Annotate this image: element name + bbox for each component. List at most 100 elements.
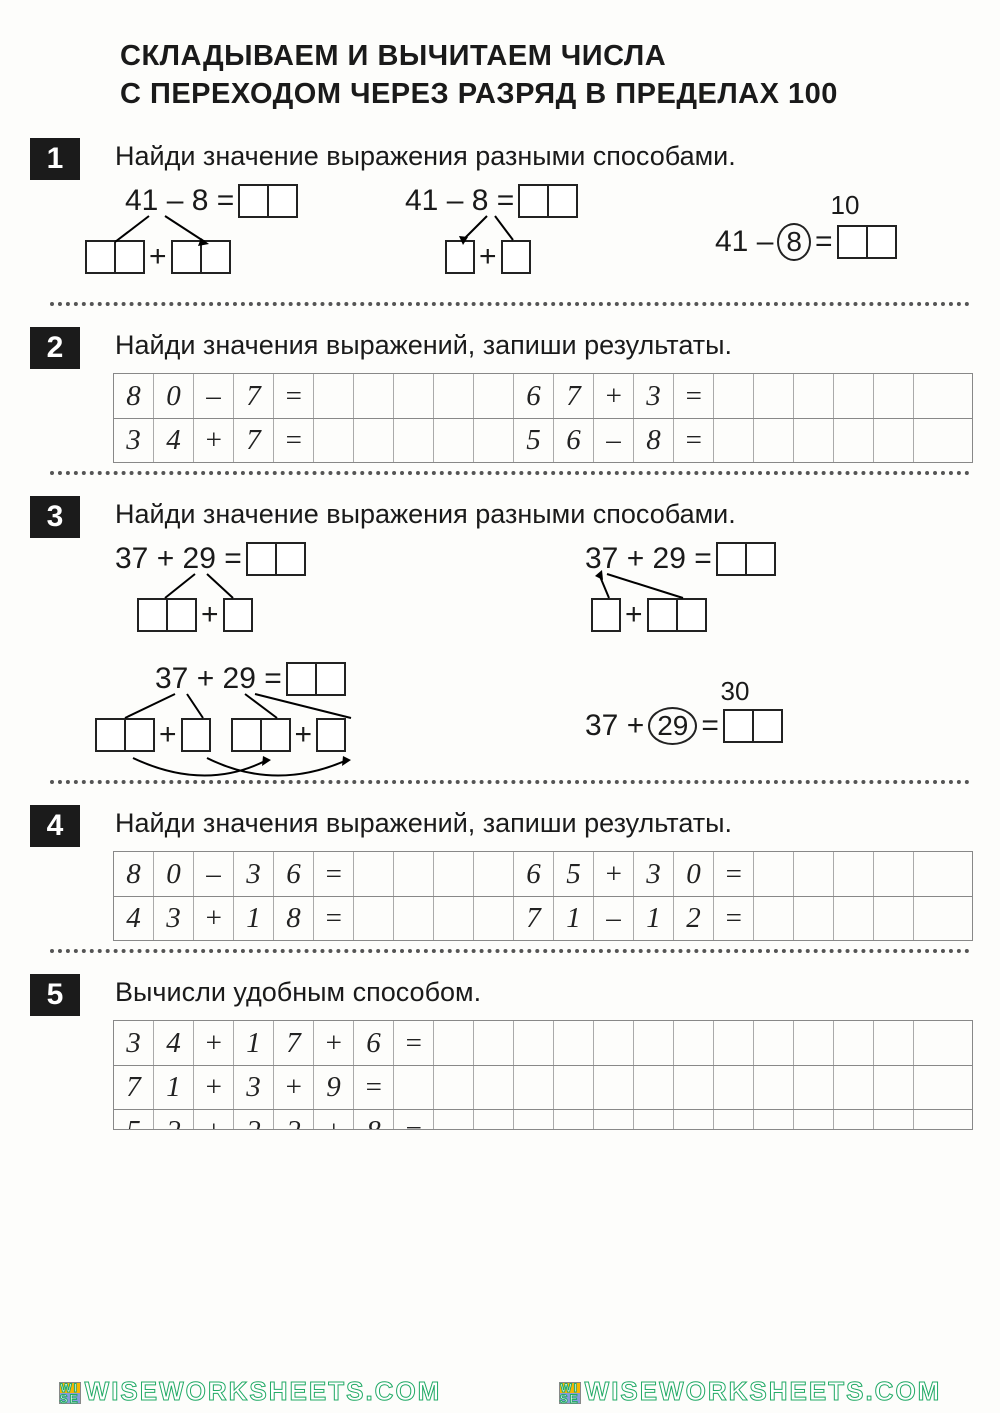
split-box[interactable] <box>95 718 155 752</box>
grid-cell[interactable] <box>714 1066 754 1109</box>
grid-cell[interactable]: 3 <box>234 852 274 896</box>
grid-cell[interactable]: 6 <box>514 374 554 418</box>
grid-cell[interactable] <box>914 852 954 896</box>
grid-cell[interactable] <box>794 852 834 896</box>
answer-box[interactable] <box>246 542 306 576</box>
grid-cell[interactable]: 3 <box>234 1066 274 1109</box>
grid-cell[interactable]: 5 <box>114 1110 154 1130</box>
grid-cell[interactable] <box>434 419 474 462</box>
grid-cell[interactable]: 0 <box>674 852 714 896</box>
grid-cell[interactable] <box>834 897 874 940</box>
grid-cell[interactable] <box>314 374 354 418</box>
grid-cell[interactable]: 7 <box>554 374 594 418</box>
grid-cell[interactable]: 1 <box>554 897 594 940</box>
grid-cell[interactable]: 3 <box>154 897 194 940</box>
grid-cell[interactable] <box>714 1110 754 1130</box>
grid-cell[interactable] <box>434 897 474 940</box>
grid-cell[interactable]: 8 <box>274 897 314 940</box>
grid-cell[interactable] <box>794 1021 834 1065</box>
grid-cell[interactable] <box>394 852 434 896</box>
grid-cell[interactable] <box>554 1021 594 1065</box>
grid-cell[interactable] <box>594 1066 634 1109</box>
grid-cell[interactable] <box>914 374 954 418</box>
grid-cell[interactable]: + <box>274 1066 314 1109</box>
grid-cell[interactable]: 0 <box>154 374 194 418</box>
grid-cell[interactable] <box>314 419 354 462</box>
grid-cell[interactable]: 8 <box>634 419 674 462</box>
split-box[interactable] <box>85 240 145 274</box>
grid-cell[interactable] <box>634 1110 674 1130</box>
split-box[interactable] <box>171 240 231 274</box>
grid-cell[interactable]: 3 <box>114 419 154 462</box>
grid-cell[interactable]: 2 <box>274 1110 314 1130</box>
grid-cell[interactable]: 6 <box>354 1021 394 1065</box>
grid-cell[interactable] <box>434 1021 474 1065</box>
grid-cell[interactable]: – <box>194 852 234 896</box>
grid-cell[interactable]: 1 <box>154 1066 194 1109</box>
grid-cell[interactable] <box>514 1110 554 1130</box>
grid-cell[interactable] <box>674 1021 714 1065</box>
grid-cell[interactable] <box>434 374 474 418</box>
grid-cell[interactable]: 4 <box>114 897 154 940</box>
grid-cell[interactable]: 2 <box>154 1110 194 1130</box>
grid-cell[interactable] <box>354 897 394 940</box>
grid-cell[interactable] <box>634 1066 674 1109</box>
grid-cell[interactable]: = <box>714 852 754 896</box>
grid-cell[interactable]: = <box>714 897 754 940</box>
grid-cell[interactable] <box>914 1110 954 1130</box>
answer-box[interactable] <box>716 542 776 576</box>
grid-cell[interactable]: 8 <box>114 852 154 896</box>
grid-cell[interactable] <box>514 1066 554 1109</box>
grid-cell[interactable] <box>354 852 394 896</box>
grid-cell[interactable]: 5 <box>554 852 594 896</box>
grid-cell[interactable]: 8 <box>114 374 154 418</box>
grid-cell[interactable] <box>674 1066 714 1109</box>
grid-cell[interactable] <box>874 897 914 940</box>
grid-cell[interactable] <box>834 1110 874 1130</box>
grid-cell[interactable] <box>594 1021 634 1065</box>
grid-cell[interactable] <box>434 852 474 896</box>
grid-cell[interactable]: – <box>594 419 634 462</box>
grid-cell[interactable] <box>474 419 514 462</box>
grid-cell[interactable] <box>714 374 754 418</box>
grid-cell[interactable] <box>674 1110 714 1130</box>
grid-cell[interactable] <box>794 374 834 418</box>
grid-cell[interactable] <box>834 374 874 418</box>
grid-cell[interactable]: 8 <box>354 1110 394 1130</box>
grid-cell[interactable]: 1 <box>634 897 674 940</box>
grid-cell[interactable] <box>914 419 954 462</box>
grid-cell[interactable]: 4 <box>154 1021 194 1065</box>
grid-cell[interactable] <box>874 374 914 418</box>
grid-cell[interactable] <box>794 897 834 940</box>
split-box[interactable] <box>137 598 197 632</box>
grid-cell[interactable] <box>834 1021 874 1065</box>
grid-cell[interactable]: 9 <box>314 1066 354 1109</box>
grid-cell[interactable] <box>874 1110 914 1130</box>
grid-cell[interactable]: 6 <box>554 419 594 462</box>
grid-cell[interactable] <box>714 1021 754 1065</box>
grid-cell[interactable]: = <box>354 1066 394 1109</box>
grid-cell[interactable] <box>554 1110 594 1130</box>
grid-cell[interactable] <box>634 1021 674 1065</box>
task-5-grid[interactable]: 34+17+6=71+3+9=52+22+8= <box>113 1020 973 1130</box>
grid-cell[interactable]: = <box>314 897 354 940</box>
grid-cell[interactable]: + <box>594 852 634 896</box>
task-2-grid[interactable]: 80–7=67+3=34+7=56–8= <box>113 373 973 463</box>
split-box-single[interactable] <box>591 598 621 632</box>
grid-cell[interactable]: – <box>594 897 634 940</box>
grid-cell[interactable]: = <box>274 419 314 462</box>
grid-cell[interactable]: – <box>194 374 234 418</box>
grid-cell[interactable] <box>434 1066 474 1109</box>
grid-cell[interactable]: + <box>194 419 234 462</box>
answer-box[interactable] <box>238 184 298 218</box>
grid-cell[interactable]: 4 <box>154 419 194 462</box>
grid-cell[interactable]: 1 <box>234 897 274 940</box>
answer-box[interactable] <box>837 225 897 259</box>
grid-cell[interactable]: = <box>314 852 354 896</box>
grid-cell[interactable] <box>834 1066 874 1109</box>
grid-cell[interactable] <box>914 1066 954 1109</box>
grid-cell[interactable] <box>754 1066 794 1109</box>
grid-cell[interactable] <box>754 852 794 896</box>
split-box[interactable] <box>231 718 291 752</box>
grid-cell[interactable]: 0 <box>154 852 194 896</box>
